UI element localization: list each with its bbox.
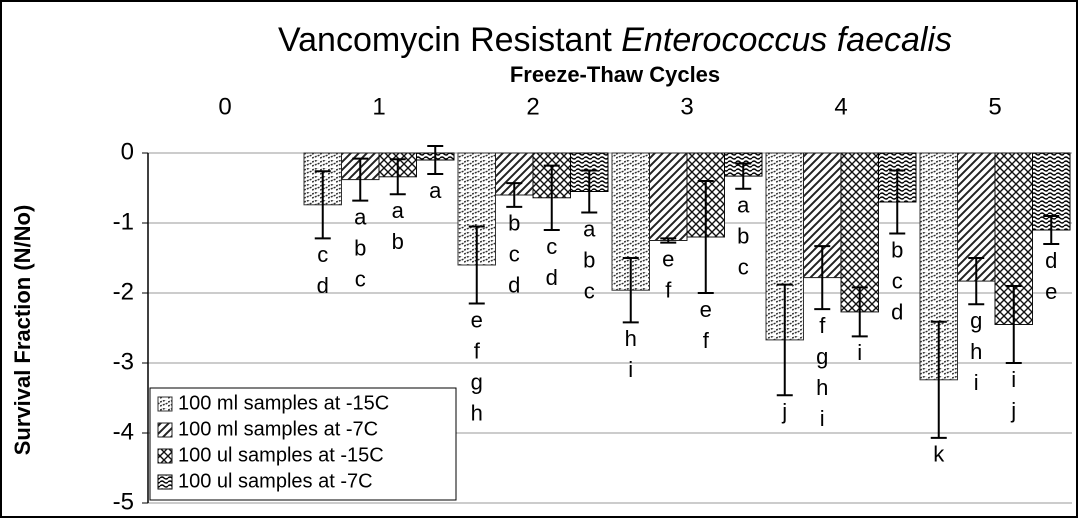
error-bar <box>1043 215 1060 245</box>
y-axis-label: Survival Fraction (N/No) <box>10 205 35 456</box>
y-tick-label: -2 <box>113 278 134 305</box>
error-bar <box>660 237 677 244</box>
significance-letter: j <box>781 399 787 424</box>
y-tick-label: 0 <box>121 138 134 165</box>
error-bar <box>427 145 444 175</box>
y-tick-label: -1 <box>113 208 134 235</box>
significance-letter: c <box>584 278 595 303</box>
significance-letter: c <box>738 255 749 280</box>
title-plain: Vancomycin Resistant <box>278 21 612 59</box>
error-bar <box>314 170 331 240</box>
significance-letter: g <box>471 369 483 394</box>
y-tick-label: -5 <box>113 488 134 515</box>
significance-letter: i <box>974 370 979 395</box>
error-bar <box>506 182 523 208</box>
bar <box>803 152 842 279</box>
significance-letter: i <box>820 406 825 431</box>
error-bar <box>1005 285 1022 364</box>
significance-letter: c <box>892 268 903 293</box>
significance-letter: c <box>355 266 366 291</box>
significance-letter: h <box>471 400 483 425</box>
legend-label: 100 ml samples at -7C <box>178 418 378 440</box>
error-bar <box>814 245 831 311</box>
significance-letter: f <box>665 277 672 302</box>
significance-letter: a <box>583 216 596 241</box>
significance-letter: f <box>474 338 481 363</box>
significance-letter: d <box>1045 248 1057 273</box>
x-tick-label: 0 <box>218 93 231 120</box>
significance-letter: b <box>583 247 595 272</box>
y-tick-label: -4 <box>113 418 134 445</box>
error-bar <box>851 286 868 338</box>
significance-letter: b <box>737 224 749 249</box>
error-bar <box>468 225 485 305</box>
legend-swatch <box>157 448 173 464</box>
significance-letter: d <box>891 299 903 324</box>
x-tick-label: 3 <box>680 93 693 120</box>
legend-swatch <box>157 396 173 412</box>
significance-letter: f <box>819 313 826 338</box>
error-bar <box>622 257 639 324</box>
x-tick-label: 5 <box>988 93 1001 120</box>
x-tick-label: 1 <box>372 93 385 120</box>
significance-letter: b <box>354 235 366 260</box>
significance-letter: f <box>703 328 710 353</box>
significance-letter: e <box>700 297 712 322</box>
significance-letter: a <box>392 198 405 223</box>
x-tick-label: 2 <box>526 93 539 120</box>
significance-letter: c <box>317 242 328 267</box>
bar <box>649 152 688 241</box>
x-axis-label: Freeze-Thaw Cycles <box>510 62 720 87</box>
significance-letter: h <box>625 326 637 351</box>
error-bar <box>735 162 752 190</box>
significance-letter: d <box>317 273 329 298</box>
significance-letter: e <box>662 246 674 271</box>
significance-letter: i <box>1011 367 1016 392</box>
significance-letter: b <box>508 211 520 236</box>
significance-letter: a <box>737 193 750 218</box>
significance-letter: b <box>392 229 404 254</box>
significance-letter: h <box>970 339 982 364</box>
error-bar <box>389 158 406 196</box>
error-bar <box>930 320 947 439</box>
title-italic: Enterococcus faecalis <box>621 21 952 59</box>
legend-label: 100 ml samples at -15C <box>178 392 389 414</box>
error-bar <box>581 169 598 214</box>
significance-letter: i <box>628 357 633 382</box>
error-bar <box>697 180 714 294</box>
significance-letter: h <box>816 375 828 400</box>
significance-letter: d <box>546 265 558 290</box>
significance-letter: d <box>508 273 520 298</box>
significance-letter: g <box>816 344 828 369</box>
significance-letter: a <box>429 178 442 203</box>
error-bar <box>889 169 906 235</box>
significance-letter: g <box>970 308 982 333</box>
error-bar <box>543 164 560 231</box>
error-bar <box>776 283 793 397</box>
legend-box <box>149 387 457 501</box>
significance-letter: a <box>354 204 367 229</box>
legend-swatch <box>157 422 173 438</box>
bar <box>840 152 879 313</box>
significance-letter: c <box>509 242 520 267</box>
legend-swatch <box>157 474 173 490</box>
chart-title: Vancomycin Resistant Enterococcus faecal… <box>278 21 952 59</box>
significance-letter: k <box>933 442 945 467</box>
error-bar <box>968 257 985 306</box>
significance-letter: e <box>1045 279 1057 304</box>
significance-letter: b <box>891 237 903 262</box>
significance-letter: e <box>471 307 483 332</box>
error-bar <box>352 157 369 202</box>
x-tick-label: 4 <box>834 93 847 120</box>
significance-letter: j <box>1010 398 1016 423</box>
legend-label: 100 ul samples at -15C <box>178 444 384 466</box>
legend-label: 100 ul samples at -7C <box>178 470 373 492</box>
y-tick-label: -3 <box>113 348 134 375</box>
significance-letter: i <box>857 340 862 365</box>
significance-letter: c <box>546 234 557 259</box>
